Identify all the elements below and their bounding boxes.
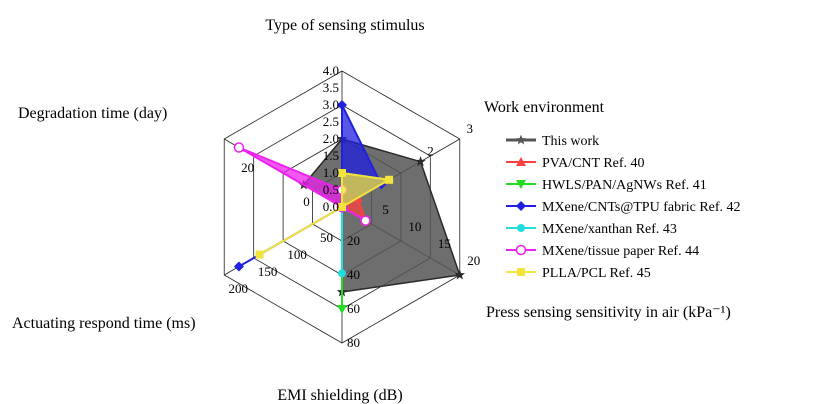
legend-item: PVA/CNT Ref. 40 <box>506 156 645 171</box>
axis-title-4: EMI shielding (dB) <box>277 387 402 404</box>
legend: This work PVA/CNT Ref. 40 HWLS/PAN/AgNWs R… <box>506 134 741 281</box>
data-point <box>360 215 371 226</box>
legend-label: This work <box>542 134 599 149</box>
axis-title-5: Actuating respond time (ms) <box>12 315 196 332</box>
tick-label: 40 <box>347 267 360 282</box>
legend-marker <box>515 244 527 256</box>
legend-item: MXene/tissue paper Ref. 44 <box>506 244 699 259</box>
tick-label: 50 <box>320 230 333 245</box>
legend-marker <box>515 134 527 145</box>
legend-marker <box>517 268 525 276</box>
legend-marker <box>516 180 526 189</box>
data-point <box>454 269 466 280</box>
tick-label: 60 <box>347 301 360 316</box>
legend-label: PLLA/PCL Ref. 45 <box>542 266 651 281</box>
tick-label: 0.5 <box>323 182 339 197</box>
tick-label: 3.0 <box>323 97 339 112</box>
legend-marker <box>516 201 526 211</box>
tick-label: 1.0 <box>323 165 339 180</box>
tick-label: 5 <box>382 202 389 217</box>
tick-label: 4.0 <box>323 63 339 78</box>
legend-marker <box>516 157 526 166</box>
axis-ticks: 0.0 0.5 1.0 1.5 2.0 2.5 3.0 3.5 4.0 2 3 5 10 15 20 20 40… <box>228 63 480 350</box>
tick-label: 2.5 <box>323 114 339 129</box>
tick-label: 2.0 <box>323 131 339 146</box>
tick-label: 200 <box>228 281 248 296</box>
data-point <box>338 269 346 278</box>
tick-label: 15 <box>438 236 451 251</box>
tick-label: 20 <box>467 253 480 268</box>
tick-label: 3.5 <box>323 80 339 95</box>
tick-label: 10 <box>408 219 421 234</box>
data-point <box>337 100 347 110</box>
legend-marker <box>517 224 525 232</box>
tick-label: 20 <box>347 233 360 248</box>
legend-label: PVA/CNT Ref. 40 <box>542 156 645 171</box>
legend-item: PLLA/PCL Ref. 45 <box>506 266 651 281</box>
axis-titles: Type of sensing stimulus Work environment… <box>12 17 731 404</box>
tick-label: 150 <box>258 264 278 279</box>
axis-title-6: Degradation time (day) <box>18 105 167 122</box>
legend-item: MXene/xanthan Ref. 43 <box>506 222 677 237</box>
legend-label: MXene/CNTs@TPU fabric Ref. 42 <box>542 200 741 215</box>
data-point <box>233 261 244 272</box>
series-plla-pcl-ref-45 <box>255 169 394 259</box>
tick-label: 80 <box>347 335 360 350</box>
legend-label: MXene/tissue paper Ref. 44 <box>542 244 699 259</box>
tick-label: 2 <box>427 144 434 159</box>
data-point <box>255 250 264 259</box>
tick-label: 0.0 <box>323 199 339 214</box>
tick-label: 100 <box>287 247 307 262</box>
tick-label: 1.5 <box>323 148 339 163</box>
data-point <box>385 175 394 184</box>
legend-label: MXene/xanthan Ref. 43 <box>542 222 677 237</box>
radar-series <box>233 100 466 314</box>
axis-title-3: Press sensing sensitivity in air (kPa⁻¹) <box>486 304 731 321</box>
legend-item: This work <box>506 134 599 149</box>
axis-title-1: Type of sensing stimulus <box>265 17 424 34</box>
data-point <box>338 169 346 177</box>
axis-title-2: Work environment <box>484 99 605 116</box>
series-area <box>258 172 391 256</box>
tick-label: 20 <box>241 160 254 175</box>
data-point <box>338 203 346 211</box>
legend-item: HWLS/PAN/AgNWs Ref. 41 <box>506 178 707 193</box>
tick-label: 0 <box>303 194 310 209</box>
legend-item: MXene/CNTs@TPU fabric Ref. 42 <box>506 200 741 215</box>
legend-label: HWLS/PAN/AgNWs Ref. 41 <box>542 178 707 193</box>
tick-label: 3 <box>467 121 474 136</box>
data-point <box>337 305 347 314</box>
data-point <box>233 142 245 153</box>
data-point <box>415 156 426 167</box>
